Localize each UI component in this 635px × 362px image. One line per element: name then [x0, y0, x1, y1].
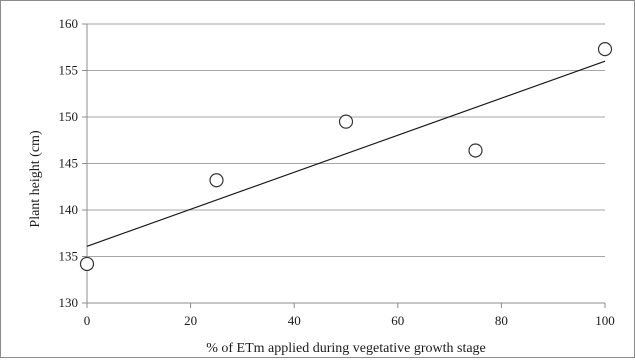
x-tick-label-20: 20: [184, 313, 197, 328]
y-tick-label-135: 135: [59, 249, 79, 264]
data-point-75: [468, 143, 483, 158]
y-tick-label-145: 145: [59, 156, 79, 171]
axes: [82, 23, 606, 308]
y-axis-label: Plant height (cm): [28, 130, 43, 228]
x-tick-label-40: 40: [288, 313, 301, 328]
x-tick-label-80: 80: [495, 313, 508, 328]
data-point-50: [338, 114, 354, 129]
y-tick-label-160: 160: [59, 16, 79, 31]
trendline: [86, 60, 606, 247]
x-axis-label: % of ETm applied during vegetative growt…: [206, 341, 486, 356]
data-point-100: [597, 42, 613, 57]
x-tick-label-100: 100: [595, 313, 615, 328]
data-point-0: [79, 256, 95, 272]
y-tick-label-150: 150: [59, 109, 79, 124]
x-tick-label-60: 60: [391, 313, 404, 328]
y-tick-label-140: 140: [59, 202, 79, 217]
x-tick-label-0: 0: [84, 313, 91, 328]
y-tick-label-155: 155: [59, 63, 79, 78]
data-point-25: [209, 173, 224, 188]
data-points: [79, 42, 613, 272]
trendline-segment: [86, 60, 606, 247]
grid-lines: [87, 23, 605, 257]
x-tick-labels: 0 20 40 60 80 100: [84, 313, 615, 328]
y-tick-label-130: 130: [59, 295, 79, 310]
y-tick-labels: 130 135 140 145 150 155 160: [59, 16, 79, 310]
